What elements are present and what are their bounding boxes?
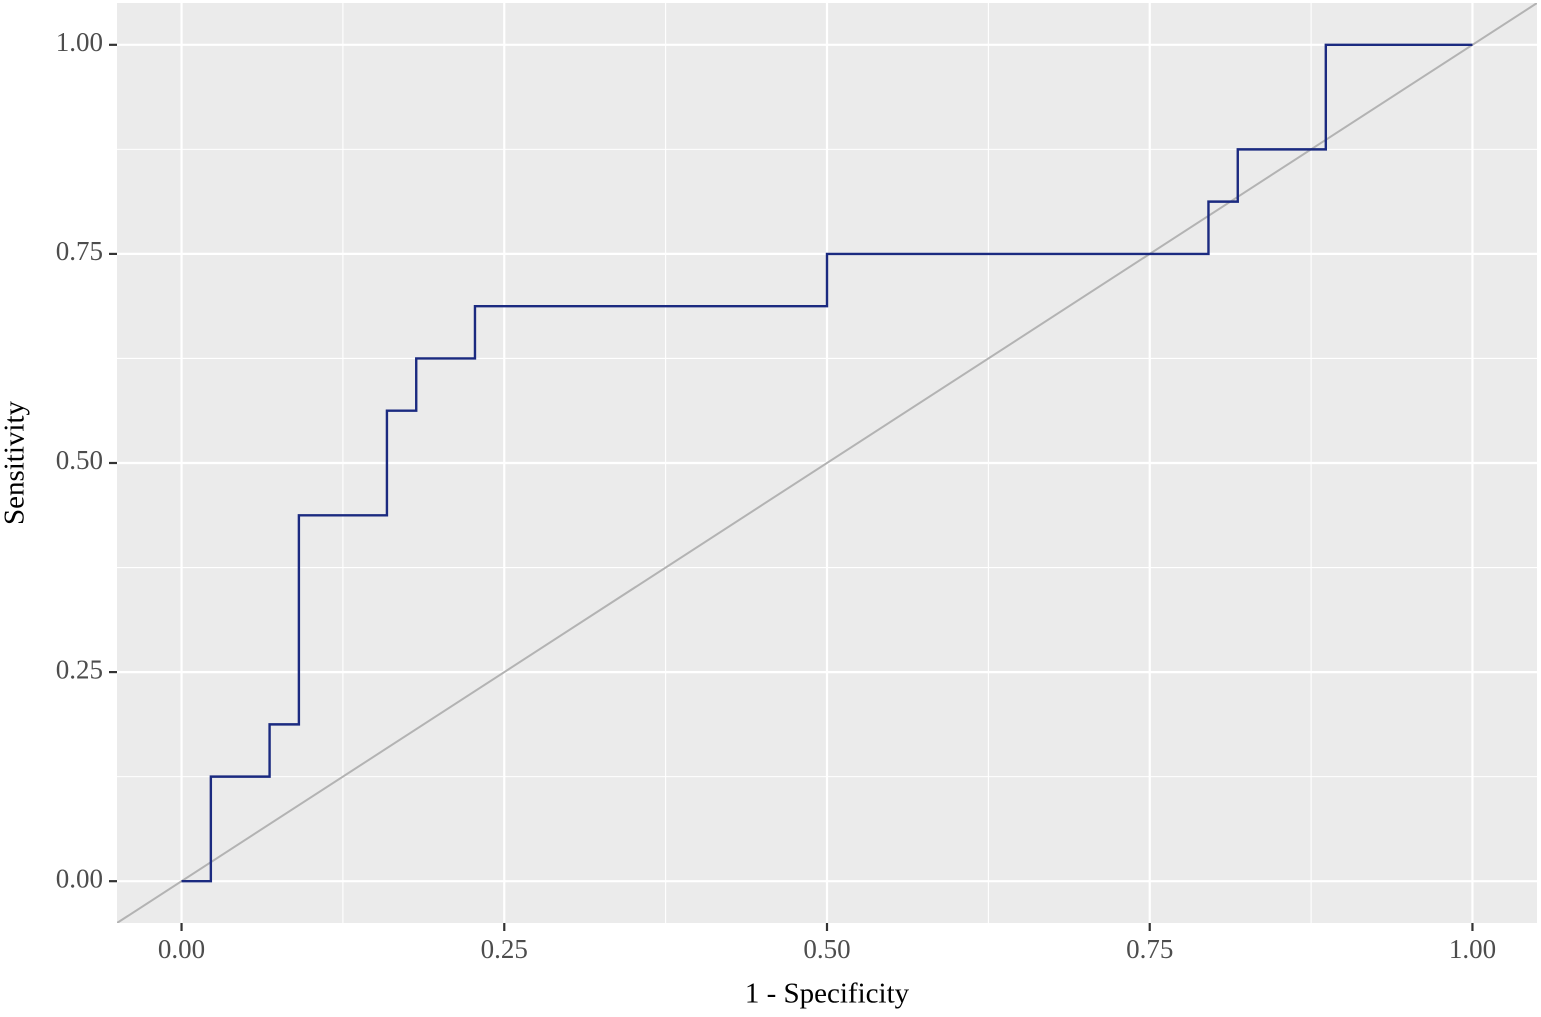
axes: 0.00 0.25 0.50 0.75 1.00 0.00 0.25 0.50 0.75 1.00 [56,27,1496,964]
y-tick-label: 0.25 [56,654,103,684]
x-tick-label: 0.75 [1126,934,1173,964]
x-tick-label: 1.00 [1449,934,1496,964]
x-tick-label: 0.25 [481,934,528,964]
y-axis-title: Sensitivity [0,400,31,525]
y-tick-label: 0.50 [56,445,103,475]
marks [117,3,1537,923]
reference-line [117,3,1537,923]
y-tick-label: 0.00 [56,863,103,893]
y-tick-label: 1.00 [56,27,103,57]
roc-curve [181,43,1473,883]
x-tick-label: 0.50 [803,934,850,964]
y-tick-label: 0.75 [56,236,103,266]
x-axis-title: 1 - Specificity [745,978,910,1010]
x-tick-label: 0.00 [158,934,205,964]
